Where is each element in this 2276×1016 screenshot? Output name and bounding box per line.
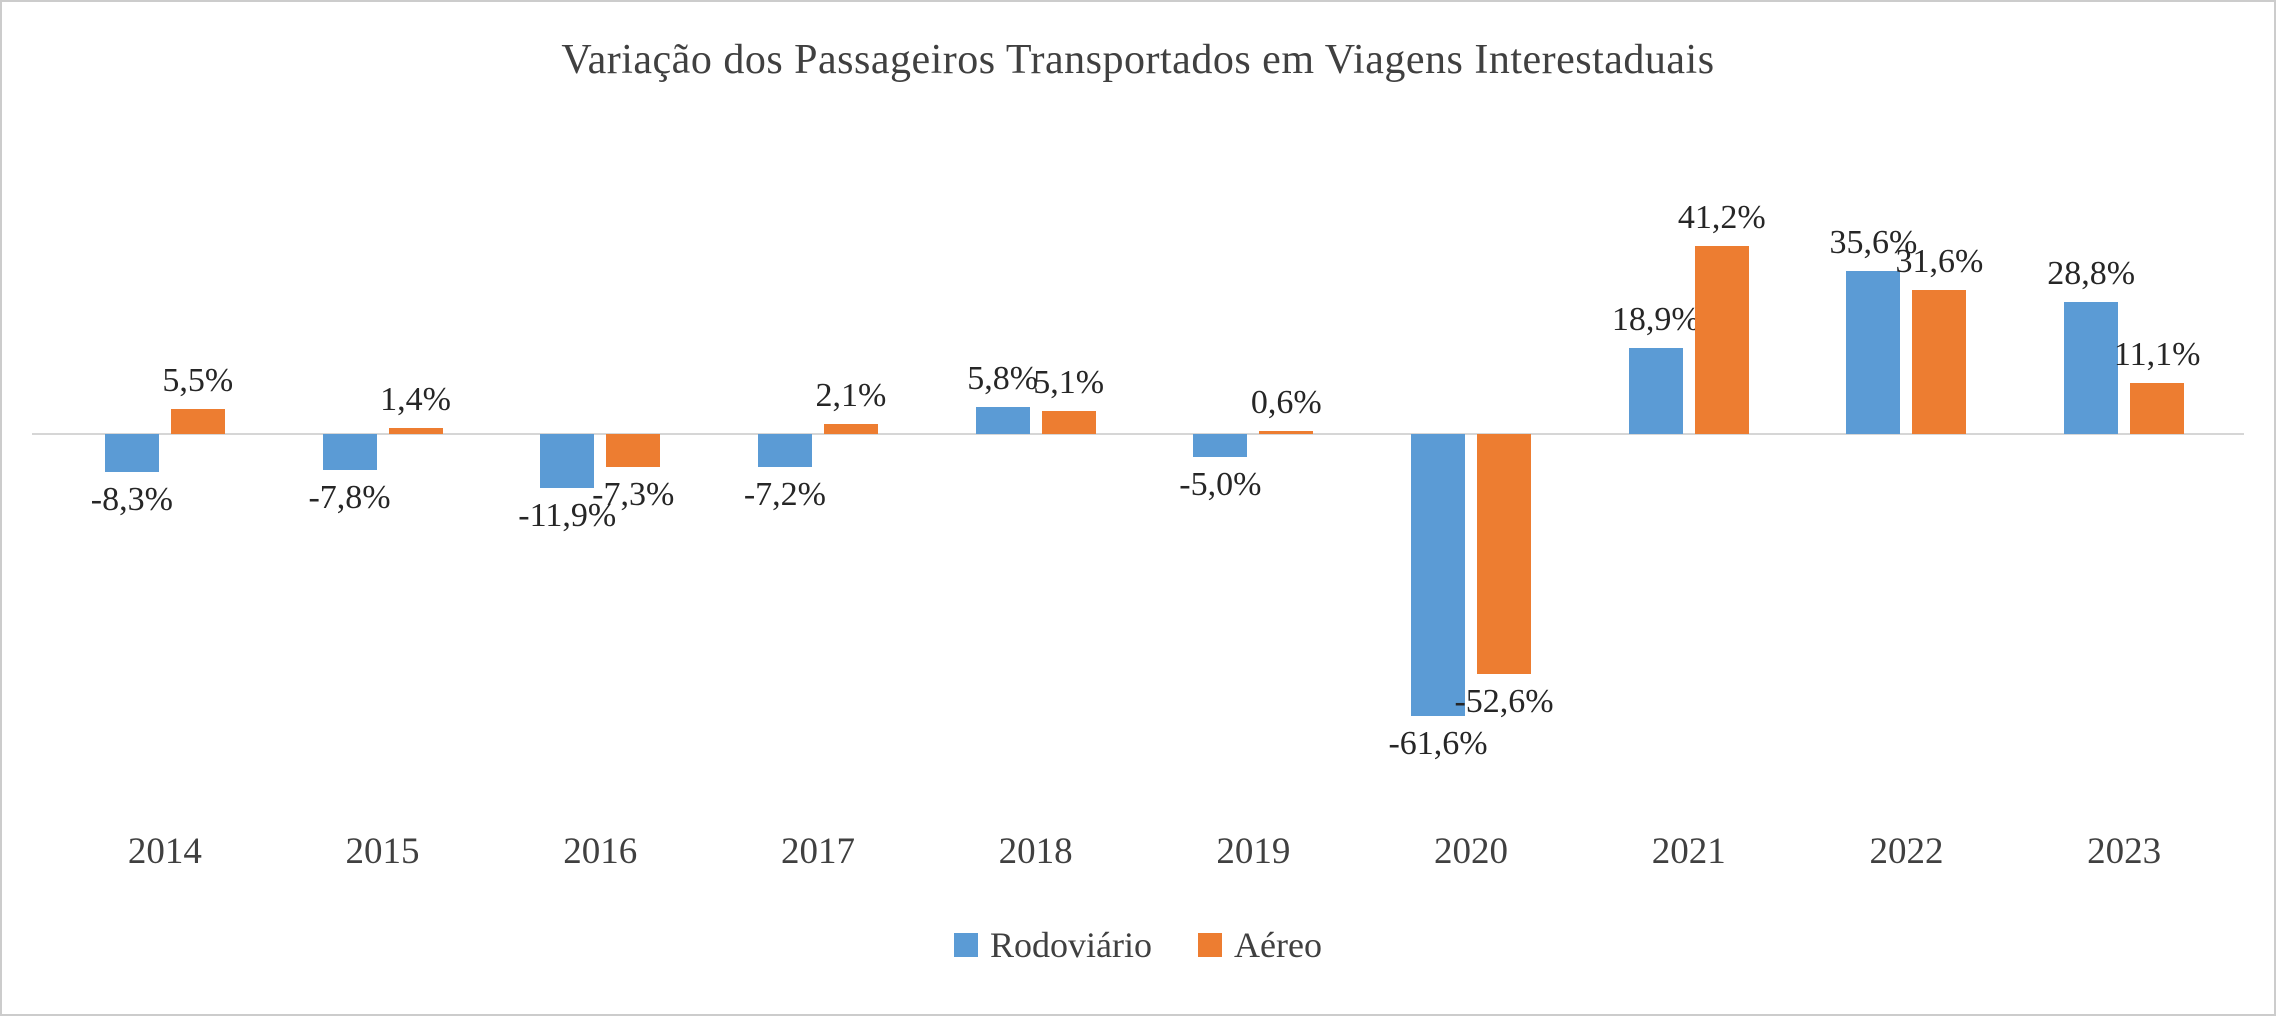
bar-aereo-2023	[2130, 383, 2185, 434]
bar-rodoviario-2023	[2064, 302, 2119, 434]
bar-rodoviario-2019	[1193, 434, 1248, 457]
legend-swatch-aereo	[1198, 933, 1223, 957]
bar-rodoviario-2018	[975, 407, 1030, 434]
x-axis-label: 2016	[563, 831, 638, 872]
bar-rodoviario-2015	[322, 434, 377, 470]
bar-rodoviario-2017	[757, 434, 812, 467]
bar-aereo-2021	[1694, 245, 1749, 434]
bar-label: -11,9%	[518, 497, 617, 535]
bar-rodoviario-2016	[540, 434, 595, 489]
bar-rodoviario-2022	[1846, 271, 1901, 434]
legend-label-rodoviario: Rodoviário	[990, 925, 1153, 965]
bar-aereo-2022	[1912, 289, 1967, 434]
bar-label: 5,5%	[162, 361, 234, 399]
bar-label: 11,1%	[2113, 336, 2201, 374]
chart-title: Variação dos Passageiros Transportados e…	[561, 37, 1715, 83]
bar-label: -7,8%	[308, 478, 391, 516]
bar-label: 0,6%	[1250, 384, 1322, 422]
bar-aereo-2020	[1477, 434, 1532, 675]
legend-item-aereo: Aéreo	[1198, 924, 1322, 966]
bar-label: 2,1%	[815, 377, 887, 415]
bar-label: -8,3%	[90, 480, 173, 518]
bar-aereo-2015	[388, 427, 443, 434]
bar-label: 41,2%	[1677, 198, 1766, 236]
x-axis-label: 2020	[1434, 831, 1509, 872]
legend-item-rodoviario: Rodoviário	[954, 924, 1152, 966]
x-axis-label: 2014	[127, 831, 202, 872]
bar-label: 5,8%	[967, 360, 1039, 398]
legend-label-aereo: Aéreo	[1234, 925, 1322, 965]
bar-label: -52,6%	[1454, 683, 1554, 721]
bar-rodoviario-2014	[104, 434, 159, 472]
bar-aereo-2019	[1259, 431, 1314, 434]
bar-label: -61,6%	[1388, 724, 1488, 762]
bar-label: -5,0%	[1179, 465, 1262, 503]
x-axis-label: 2015	[345, 831, 420, 872]
bar-label: 35,6%	[1829, 224, 1918, 262]
legend-swatch-rodoviario	[954, 933, 979, 957]
bar-label: 31,6%	[1895, 242, 1984, 280]
bar-aereo-2017	[823, 424, 878, 434]
x-axis-label: 2017	[780, 831, 855, 872]
x-axis-label: 2018	[998, 831, 1073, 872]
bar-rodoviario-2021	[1628, 347, 1683, 434]
bar-label: 28,8%	[2047, 255, 2136, 293]
bar-aereo-2016	[606, 434, 661, 468]
x-axis-label: 2022	[1869, 831, 1944, 872]
x-axis-label: 2021	[1651, 831, 1726, 872]
bar-label: -7,2%	[743, 475, 827, 513]
x-axis-zero-line	[32, 433, 2244, 435]
bar-aereo-2018	[1041, 410, 1096, 434]
bar-label: 1,4%	[380, 380, 451, 418]
legend: Rodoviário Aéreo	[2, 924, 2274, 966]
bar-label: 5,1%	[1033, 363, 1105, 401]
bar-label: -7,3%	[592, 476, 675, 514]
bar-label: 18,9%	[1611, 300, 1700, 338]
bar-aereo-2014	[170, 408, 225, 434]
bar-rodoviario-2020	[1411, 434, 1466, 716]
x-axis-label: 2023	[2087, 831, 2162, 872]
x-axis-label: 2019	[1216, 831, 1291, 872]
